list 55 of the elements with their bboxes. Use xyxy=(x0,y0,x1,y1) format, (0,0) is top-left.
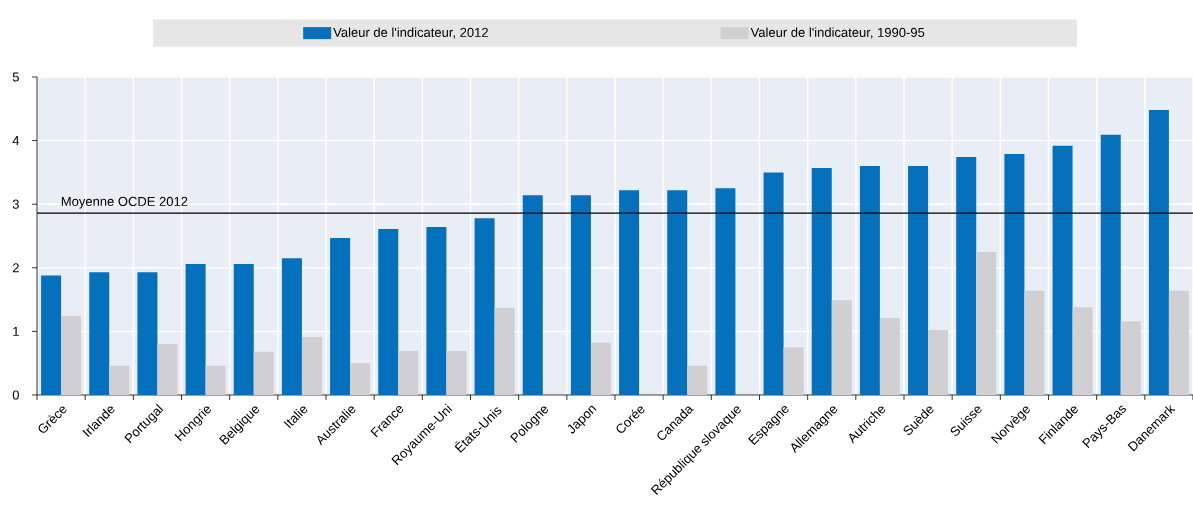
bar xyxy=(956,157,977,395)
bar xyxy=(976,251,997,395)
bar xyxy=(687,365,708,395)
bar xyxy=(1024,290,1045,395)
bar xyxy=(763,172,784,395)
bar xyxy=(157,344,178,395)
bar xyxy=(398,351,419,395)
bar xyxy=(667,190,688,395)
bar xyxy=(908,166,929,395)
bar xyxy=(811,167,832,395)
bar xyxy=(831,300,852,395)
bar xyxy=(879,318,900,395)
bar xyxy=(446,351,467,395)
bar xyxy=(859,166,880,395)
bar xyxy=(1120,321,1141,395)
bar xyxy=(41,275,62,395)
bar xyxy=(570,195,591,395)
bar xyxy=(89,272,110,395)
y-tick-label: 0 xyxy=(12,390,19,400)
bar xyxy=(205,365,226,395)
legend-label: Valeur de l'indicateur, 2012 xyxy=(333,27,488,39)
bar xyxy=(715,188,736,395)
bar xyxy=(1004,153,1025,395)
bar xyxy=(301,337,322,395)
y-tick-label: 2 xyxy=(12,263,19,273)
y-tick-label: 1 xyxy=(13,326,19,336)
bar xyxy=(1052,145,1073,395)
bar xyxy=(1168,290,1189,395)
bar xyxy=(378,228,399,395)
bar xyxy=(1100,134,1121,395)
bar xyxy=(590,342,611,395)
bar xyxy=(61,316,82,395)
y-tick-label: 4 xyxy=(12,136,20,146)
bar xyxy=(426,227,447,395)
bar xyxy=(783,347,804,395)
bar xyxy=(1148,110,1169,395)
bar xyxy=(350,363,371,395)
bar xyxy=(281,258,302,395)
bar xyxy=(233,263,254,395)
legend-label: Valeur de l'indicateur, 1990-95 xyxy=(750,27,925,39)
bar xyxy=(522,195,543,395)
bar xyxy=(928,330,949,395)
ref-line-label: Moyenne OCDE 2012 xyxy=(61,196,188,209)
bar xyxy=(494,307,515,395)
bar xyxy=(109,365,130,395)
bar xyxy=(619,190,640,395)
bar xyxy=(137,272,158,395)
bar xyxy=(474,218,495,395)
bar xyxy=(185,263,206,395)
bar xyxy=(253,351,274,395)
y-tick-label: 5 xyxy=(12,72,19,82)
bar xyxy=(330,237,351,395)
y-tick-label: 3 xyxy=(12,199,19,209)
bar xyxy=(1072,307,1093,395)
x-tick-label: Italie xyxy=(283,406,308,429)
